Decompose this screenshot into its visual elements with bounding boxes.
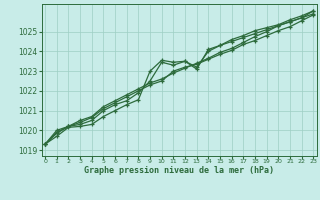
X-axis label: Graphe pression niveau de la mer (hPa): Graphe pression niveau de la mer (hPa) — [84, 166, 274, 175]
